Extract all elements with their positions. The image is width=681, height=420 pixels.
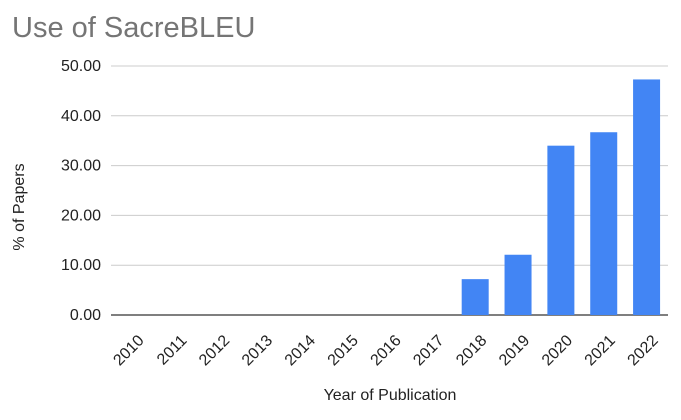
x-tick-label-2016: 2016 <box>367 332 404 369</box>
bar-2021 <box>590 132 618 315</box>
y-tick-label: 10.00 <box>61 257 101 274</box>
y-axis-title: % of Papers <box>11 163 28 250</box>
grid-lines <box>111 65 668 316</box>
x-tick-label-2018: 2018 <box>453 332 490 369</box>
x-tick-label-2020: 2020 <box>539 332 576 369</box>
bars <box>461 79 661 315</box>
x-tick-label-2012: 2012 <box>196 332 233 369</box>
x-tick-label-2015: 2015 <box>325 332 362 369</box>
x-tick-label-2019: 2019 <box>496 332 533 369</box>
bar-2019 <box>504 254 532 315</box>
chart-title: Use of SacreBLEU <box>12 12 255 44</box>
x-tick-label-2011: 2011 <box>154 332 190 368</box>
y-tick-label: 30.00 <box>61 158 101 175</box>
x-axis-title: Year of Publication <box>324 387 457 404</box>
y-axis-tick-labels: 0.00 10.00 20.00 30.00 40.00 50.00 <box>61 58 101 324</box>
y-tick-label: 40.00 <box>61 108 101 125</box>
bar-2018 <box>461 279 489 315</box>
x-tick-label-2021: 2021 <box>582 332 619 369</box>
y-tick-label: 20.00 <box>61 207 101 224</box>
bar-2020 <box>547 145 575 315</box>
x-tick-label-2017: 2017 <box>410 332 447 369</box>
x-tick-label-2013: 2013 <box>239 332 276 369</box>
x-tick-label-2014: 2014 <box>282 332 319 369</box>
x-tick-label-2022: 2022 <box>625 332 662 369</box>
y-tick-label: 50.00 <box>61 58 101 75</box>
x-axis-tick-labels: 2010 2011 2012 2013 2014 2015 2016 2017 2018 2019… <box>110 332 661 369</box>
y-tick-label: 0.00 <box>70 307 101 324</box>
bar-2022 <box>633 79 661 315</box>
x-tick-label-2010: 2010 <box>110 332 147 369</box>
